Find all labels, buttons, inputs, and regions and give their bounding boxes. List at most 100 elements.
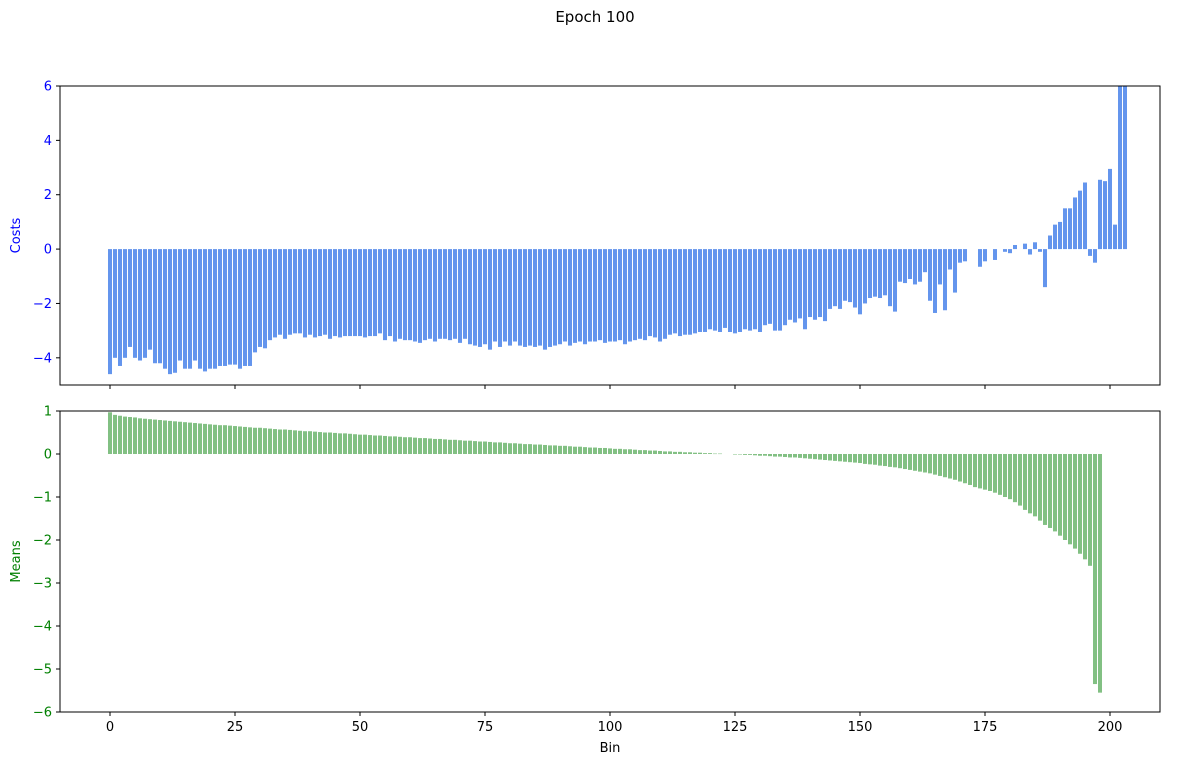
means-bar — [108, 412, 112, 454]
means-ytick-label: −1 — [33, 491, 52, 506]
costs-bar — [958, 249, 962, 263]
costs-bar — [568, 249, 572, 346]
means-bar — [718, 453, 722, 455]
costs-ytick-label: −4 — [33, 351, 52, 366]
means-bar — [118, 415, 122, 454]
means-bar — [648, 450, 652, 454]
means-bar — [388, 436, 392, 454]
costs-bar — [1033, 242, 1037, 250]
costs-bar — [798, 249, 802, 319]
costs-ytick-label: 4 — [44, 134, 52, 149]
means-bar — [883, 454, 887, 467]
means-bar — [953, 454, 957, 480]
means-bar — [333, 432, 337, 454]
costs-bar — [708, 249, 712, 330]
means-bar — [398, 436, 402, 454]
costs-bar — [308, 249, 312, 335]
costs-bar — [328, 249, 332, 339]
costs-bar — [883, 249, 887, 296]
costs-bar — [923, 249, 927, 273]
means-bar — [178, 421, 182, 454]
means-xtick-label: 175 — [973, 720, 998, 735]
costs-bar — [188, 249, 192, 369]
costs-bar — [218, 249, 222, 366]
means-ytick-label: −2 — [33, 534, 52, 549]
costs-bar — [483, 249, 487, 345]
costs-bar — [728, 249, 732, 332]
means-bar — [408, 437, 412, 454]
costs-bar — [663, 249, 667, 339]
costs-bar — [1078, 190, 1082, 250]
means-bar — [918, 454, 922, 472]
costs-bar — [683, 249, 687, 335]
means-bar — [958, 454, 962, 482]
means-bar — [248, 427, 252, 454]
costs-bar — [528, 249, 532, 346]
costs-bar — [363, 249, 367, 338]
costs-bar — [593, 249, 597, 342]
means-bar — [578, 446, 582, 454]
means-bar — [268, 428, 272, 454]
means-bar — [938, 454, 942, 476]
costs-bar — [1013, 245, 1017, 250]
costs-bar — [643, 249, 647, 341]
costs-ytick-label: 2 — [44, 188, 52, 203]
costs-bar — [408, 249, 412, 341]
means-bar — [998, 454, 1002, 495]
costs-ytick-label: 0 — [44, 243, 52, 258]
means-bar — [483, 441, 487, 454]
costs-bar — [603, 249, 607, 343]
means-bar — [603, 447, 607, 454]
means-bar — [468, 440, 472, 454]
means-bar — [373, 435, 377, 454]
means-bar — [303, 431, 307, 454]
costs-bar — [1048, 235, 1052, 250]
means-bar — [983, 454, 987, 490]
costs-bar — [473, 249, 477, 346]
means-bar — [438, 438, 442, 454]
means-xlabel: Bin — [600, 741, 621, 756]
costs-bar — [823, 249, 827, 322]
means-bar — [923, 454, 927, 473]
means-bar — [1038, 454, 1042, 521]
means-bar — [903, 454, 907, 470]
means-bar — [908, 454, 912, 470]
means-bar — [803, 454, 807, 459]
means-xtick-label: 200 — [1098, 720, 1123, 735]
means-bar — [163, 420, 167, 454]
means-bar — [138, 418, 142, 454]
costs-bar — [628, 249, 632, 342]
costs-bar — [113, 249, 117, 358]
costs-bar — [743, 249, 747, 330]
means-bar — [943, 454, 947, 478]
means-bar — [558, 445, 562, 454]
means-bar — [758, 454, 762, 456]
costs-bar — [863, 249, 867, 304]
means-bar — [518, 443, 522, 454]
means-bar — [523, 444, 527, 454]
means-bar — [153, 419, 157, 454]
costs-bar — [383, 249, 387, 341]
means-bar — [823, 454, 827, 461]
means-bar — [878, 454, 882, 466]
costs-bar — [233, 249, 237, 365]
costs-bar — [888, 249, 892, 307]
means-bar — [238, 426, 242, 454]
means-bar — [743, 454, 747, 455]
means-bar — [208, 424, 212, 454]
means-bar — [993, 454, 997, 493]
costs-bar — [478, 249, 482, 347]
costs-bar — [1088, 249, 1092, 256]
costs-bar — [458, 249, 462, 343]
means-bar — [443, 439, 447, 454]
means-bar — [628, 449, 632, 454]
costs-bar — [398, 249, 402, 339]
costs-bar — [128, 249, 132, 347]
means-bar — [263, 428, 267, 454]
means-bar — [223, 425, 227, 454]
costs-bar — [1068, 208, 1072, 250]
means-bar — [1018, 454, 1022, 506]
means-bar — [968, 454, 972, 485]
means-xtick-label: 75 — [477, 720, 494, 735]
